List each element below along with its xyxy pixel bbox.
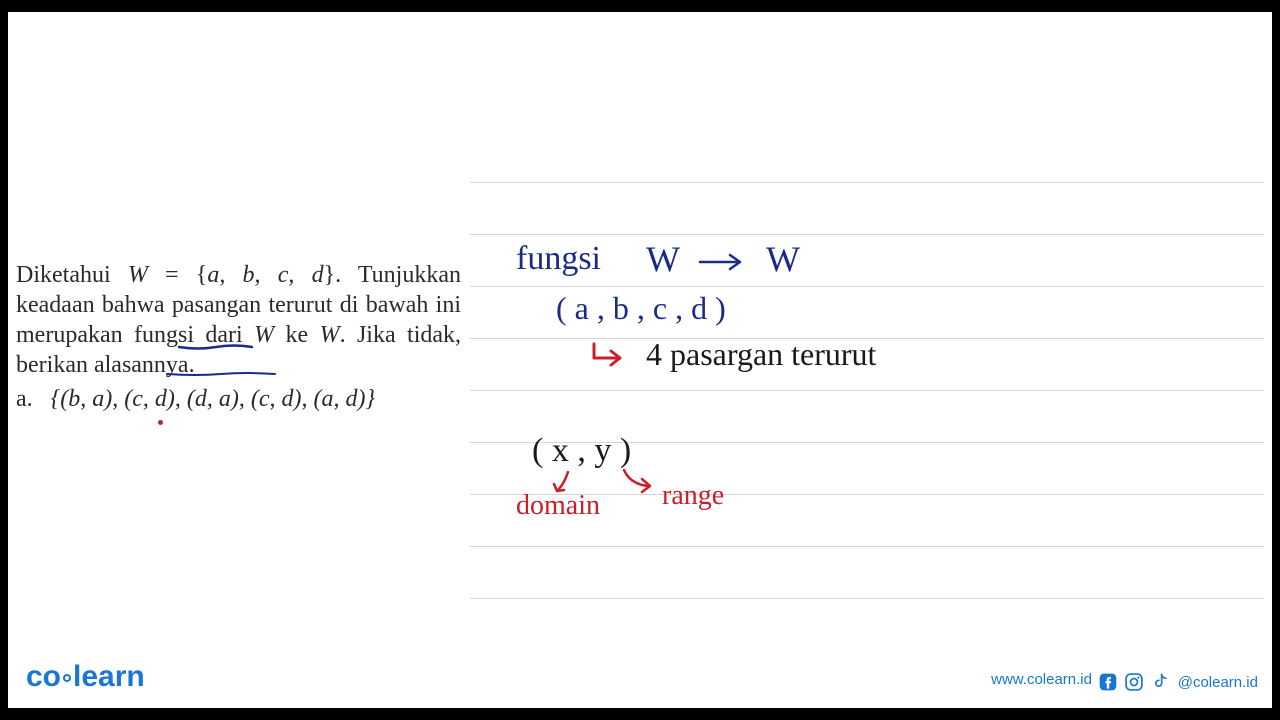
hand-xy: ( x , y ) <box>532 432 631 470</box>
hand-range: range <box>662 480 724 512</box>
underline-alasannya <box>166 371 276 377</box>
social-handle: @colearn.id <box>1178 674 1258 691</box>
hand-fungsi: fungsi <box>516 240 601 278</box>
var-W: W <box>254 322 274 348</box>
logo-left: co <box>26 660 61 693</box>
footer: colearn www.colearn.id @colearn.id <box>8 654 1272 694</box>
ruled-line <box>470 286 1264 287</box>
content-area: Diketahui W = {a, b, c, d}. Tunjukkan ke… <box>8 12 1272 708</box>
instagram-icon <box>1124 672 1144 692</box>
text: Diketahui <box>16 262 128 288</box>
hand-domain: domain <box>516 490 600 522</box>
tiktok-icon <box>1150 672 1170 692</box>
logo-dot-icon <box>63 674 71 682</box>
logo-right: learn <box>73 660 145 693</box>
social-links: @colearn.id <box>1098 672 1258 692</box>
hand-W1: W <box>646 238 680 280</box>
item-label: a. <box>16 386 33 412</box>
red-dot-marker <box>158 420 163 425</box>
underline-fungsi <box>178 344 253 350</box>
ruled-line <box>470 598 1264 599</box>
arrow-down-right-icon <box>620 468 656 494</box>
hand-pasangan: 4 pasargan terurut <box>646 336 876 373</box>
facebook-icon <box>1098 672 1118 692</box>
var-W: W <box>128 262 148 288</box>
text: ke <box>274 322 319 348</box>
text: = { <box>148 262 207 288</box>
hand-tuple: ( a , b , c , d ) <box>556 290 726 327</box>
ruled-line <box>470 390 1264 391</box>
ruled-line <box>470 546 1264 547</box>
problem-text: Diketahui W = {a, b, c, d}. Tunjukkan ke… <box>16 260 461 414</box>
hook-arrow-icon <box>588 342 628 372</box>
ruled-line <box>470 234 1264 235</box>
brand-logo: colearn <box>26 660 145 694</box>
ruled-line <box>470 182 1264 183</box>
set-elems: a, b, c, d <box>207 262 323 288</box>
arrow-right-icon <box>698 250 748 274</box>
item-set: {(b, a), (c, d), (d, a), (c, d), (a, d)} <box>51 386 375 412</box>
var-W: W <box>320 322 340 348</box>
page-frame: Diketahui W = {a, b, c, d}. Tunjukkan ke… <box>8 12 1272 708</box>
hand-W2: W <box>766 238 800 280</box>
site-url: www.colearn.id <box>991 671 1092 688</box>
